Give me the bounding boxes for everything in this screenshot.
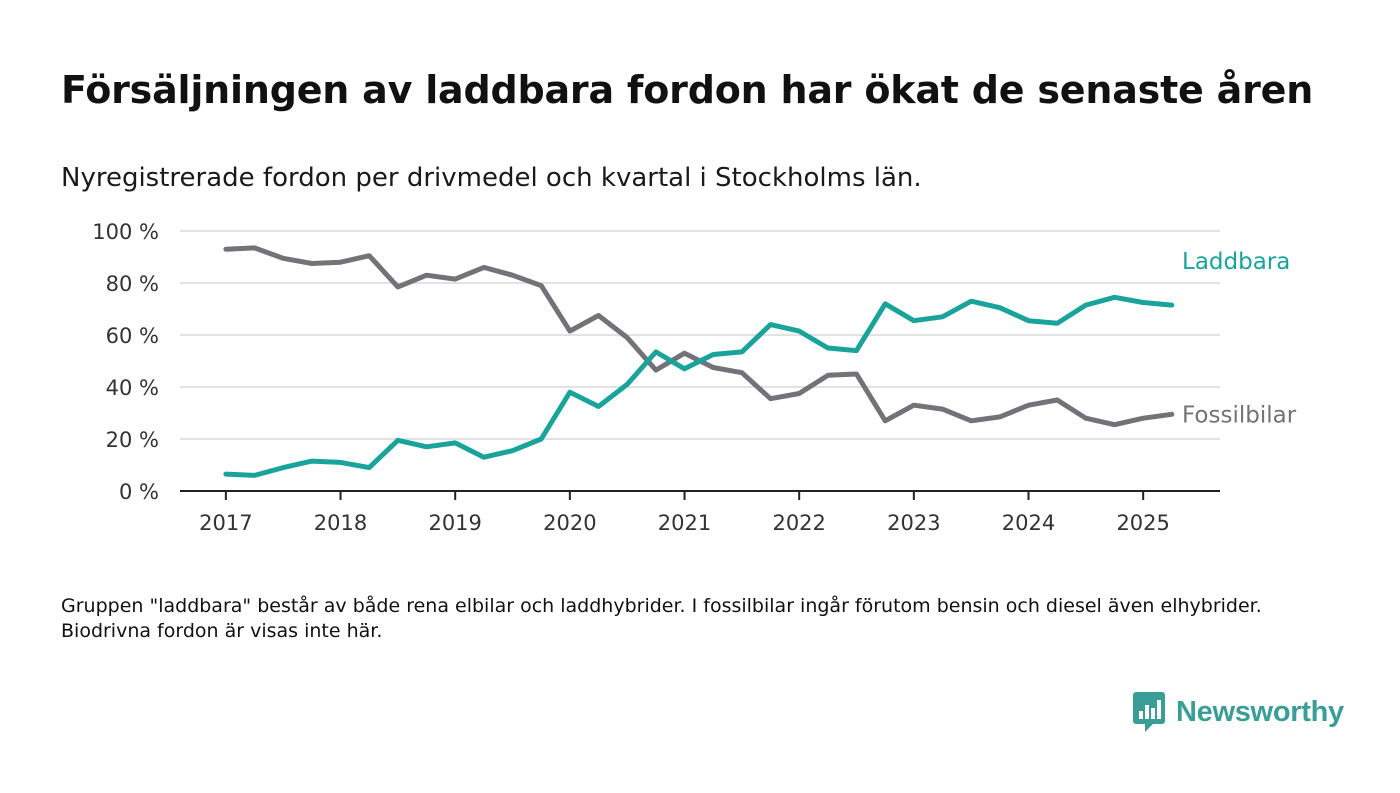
x-tick-label: 2019 [428,511,481,535]
chart-title: Försäljningen av laddbara fordon har öka… [61,68,1314,112]
y-tick-label: 100 % [92,220,159,244]
y-tick-label: 40 % [106,376,159,400]
series-line-laddbara [223,294,1175,478]
newsworthy-logo-icon [1133,692,1165,732]
series-label-laddbara: Laddbara [1182,249,1290,275]
chart-subtitle: Nyregistrerade fordon per drivmedel och … [61,163,922,193]
x-tick-label: 2018 [314,511,367,535]
newsworthy-brand: Newsworthy [1132,690,1344,734]
line-chart: 0 % 20 % 40 % 60 % 80 % 100 % 2017 2018 2019 2020… [92,220,1297,535]
x-tick-label: 2017 [199,511,252,535]
x-tick-label: 2020 [543,511,596,535]
y-tick-label: 0 % [119,480,159,504]
x-tick-label: 2021 [658,511,711,535]
brand-name: Newsworthy [1176,695,1344,728]
series-line-fossilbilar [223,245,1175,428]
chart-footnote: Gruppen "laddbara" består av både rena e… [61,595,1262,642]
y-tick-label: 60 % [106,324,159,348]
series-label-fossilbilar: Fossilbilar [1182,402,1297,428]
x-tick-label: 2022 [772,511,825,535]
y-tick-label: 80 % [106,272,159,296]
x-tick-label: 2024 [1002,511,1055,535]
y-tick-label: 20 % [106,428,159,452]
x-tick-label: 2025 [1116,511,1169,535]
x-tick-label: 2023 [887,511,940,535]
